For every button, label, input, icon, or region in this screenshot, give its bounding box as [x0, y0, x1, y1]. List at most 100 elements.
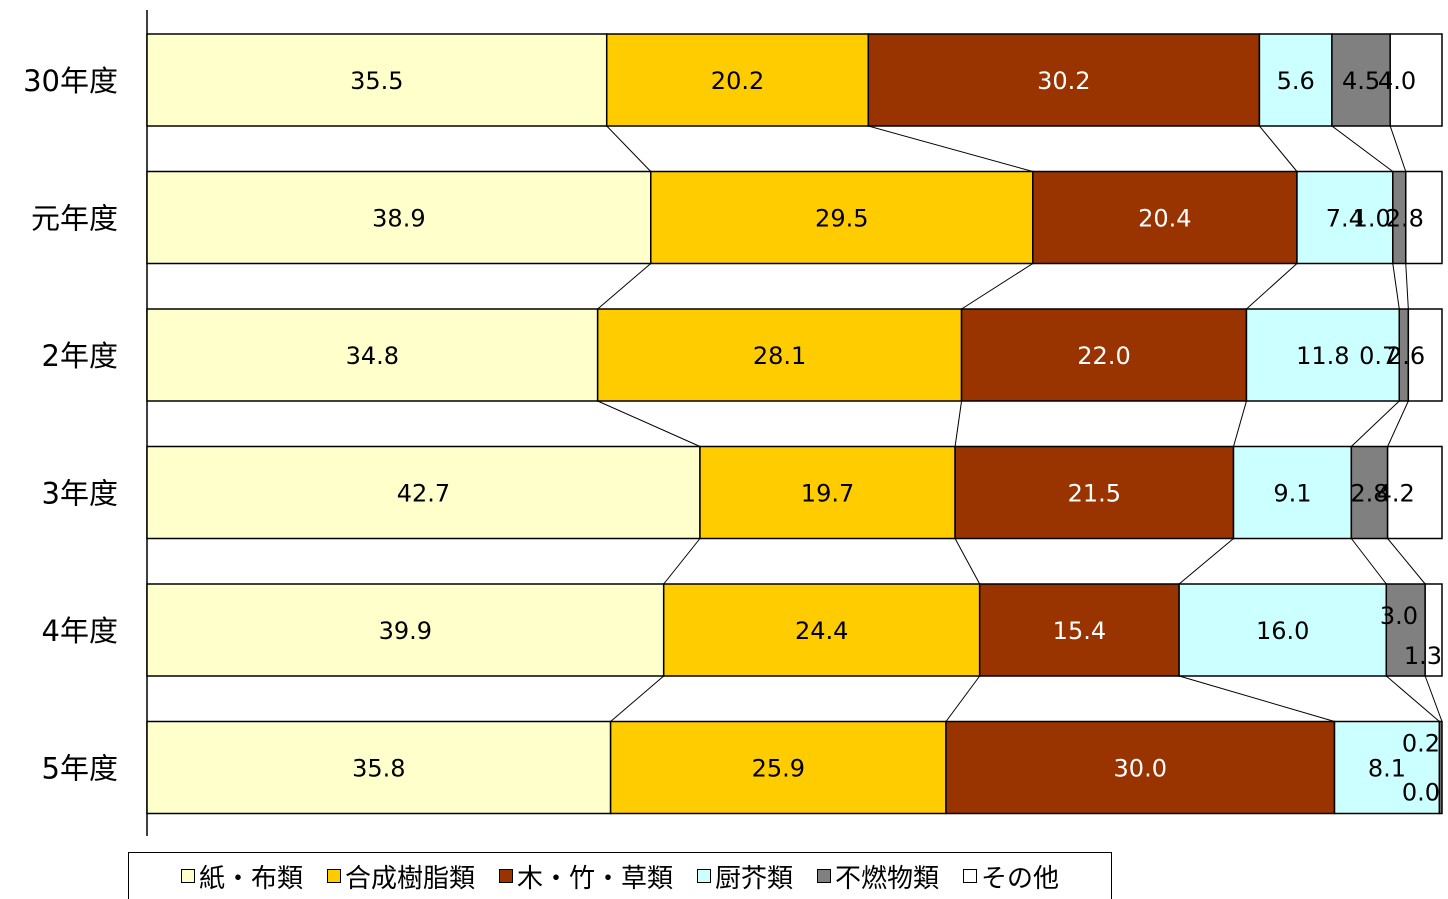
- data-label: 4.2: [1377, 480, 1415, 508]
- bars-group: 35.5 20.2 30.2 5.6 4.54.038.9 29.5 20.4 7.41.02…: [146, 33, 1443, 815]
- bar-segment-wood: [978, 583, 1180, 677]
- bar-segment-wood: [954, 445, 1235, 540]
- data-label: 3.0: [1380, 602, 1418, 630]
- series-line: [961, 263, 1034, 310]
- series-line: [597, 263, 652, 310]
- bar-segment-plastic: [596, 308, 963, 402]
- data-label: 7.4: [1326, 205, 1364, 233]
- series-line: [1350, 538, 1387, 585]
- data-label: 21.5: [1068, 480, 1121, 508]
- bar-segment-kitchen: [1258, 33, 1333, 127]
- series-line: [1424, 675, 1443, 722]
- bar-segment-paper: [146, 33, 608, 127]
- series-line: [1385, 675, 1440, 722]
- bar-segment-wood: [867, 33, 1261, 127]
- legend-item: 合成樹脂類: [326, 858, 475, 895]
- series-line: [1233, 400, 1247, 447]
- data-label: 25.9: [752, 755, 805, 783]
- bar-segment-plastic: [650, 170, 1034, 265]
- series-line: [1246, 263, 1298, 310]
- series-line: [1405, 263, 1409, 310]
- series-line: [663, 538, 701, 585]
- series-lines: [597, 125, 1443, 722]
- series-line: [1387, 538, 1426, 585]
- legend-swatch-plastic: [326, 869, 341, 883]
- bar-segment-wood: [945, 720, 1336, 815]
- bar-segment-kitchen: [1333, 720, 1441, 815]
- bar-segment-paper: [146, 720, 612, 815]
- legend-item: その他: [963, 858, 1059, 895]
- category-label: 元年度: [31, 202, 118, 236]
- series-line: [1178, 675, 1335, 722]
- data-label: 30.0: [1114, 755, 1167, 783]
- series-line: [610, 675, 665, 722]
- series-line: [1387, 400, 1409, 447]
- bar-segment-paper: [146, 583, 665, 677]
- series-line: [954, 400, 963, 447]
- category-label: 5年度: [42, 752, 118, 786]
- bar-segment-paper: [146, 308, 599, 402]
- data-label: 29.5: [815, 205, 868, 233]
- data-label: 11.8: [1296, 342, 1349, 370]
- bar-segment-other: [1389, 33, 1443, 127]
- category-label: 30年度: [23, 64, 118, 98]
- legend-swatch-noncombustible: [817, 869, 832, 883]
- bar-segment-other: [1386, 445, 1443, 540]
- bar-segment-other: [1407, 308, 1443, 402]
- bar-segment-noncombustible: [1438, 720, 1443, 815]
- data-label: 1.3: [1404, 642, 1442, 670]
- legend-swatch-wood: [498, 869, 513, 883]
- legend-label: 厨芥類: [715, 863, 794, 894]
- legend: 紙・布類 合成樹脂類 木・竹・草類 厨芥類 不燃物類 その他: [128, 852, 1112, 899]
- data-label: 2.8: [1350, 480, 1388, 508]
- bar-segment-paper: [146, 445, 701, 540]
- legend-swatch-other: [963, 869, 978, 883]
- bar-segment-plastic: [662, 583, 981, 677]
- series-line: [1389, 125, 1407, 172]
- data-label: 34.8: [346, 342, 399, 370]
- legend-label: 不燃物類: [835, 863, 940, 894]
- series-line: [1331, 125, 1394, 172]
- data-label: 30.2: [1037, 67, 1090, 95]
- bar-segment-noncombustible: [1385, 583, 1426, 677]
- bar-segment-kitchen: [1296, 170, 1394, 265]
- data-label: 2.6: [1387, 342, 1425, 370]
- data-label: 20.2: [711, 67, 764, 95]
- bar-segment-paper: [146, 170, 652, 265]
- series-line: [1259, 125, 1298, 172]
- data-label: 35.8: [352, 755, 405, 783]
- bar-segment-other: [1424, 583, 1443, 677]
- bar-segment-plastic: [699, 445, 956, 540]
- series-line: [606, 125, 652, 172]
- data-label: 2.8: [1386, 205, 1424, 233]
- legend-item: 不燃物類: [817, 858, 939, 895]
- data-label: 0.0: [1402, 779, 1440, 807]
- legend-label: その他: [981, 863, 1060, 894]
- legend-swatch-kitchen: [697, 869, 711, 883]
- legend-label: 木・竹・草類: [516, 863, 673, 894]
- bar-segment-other: [1404, 170, 1443, 265]
- legend-item: 木・竹・草類: [498, 858, 673, 895]
- legend-label: 紙・布類: [198, 863, 303, 894]
- series-line: [1178, 538, 1234, 585]
- legend-label: 合成樹脂類: [344, 863, 475, 894]
- data-label: 42.7: [397, 480, 450, 508]
- data-label: 22.0: [1077, 342, 1130, 370]
- bar-segment-wood: [1032, 170, 1298, 265]
- data-label: 24.4: [795, 617, 848, 645]
- bar-segment-wood: [960, 308, 1248, 402]
- category-label: 2年度: [42, 339, 118, 373]
- category-label: 4年度: [42, 614, 118, 648]
- data-label: 0.7: [1359, 342, 1397, 370]
- bar-segment-kitchen: [1178, 583, 1388, 677]
- data-label: 35.5: [350, 67, 403, 95]
- data-label: 19.7: [801, 480, 854, 508]
- data-label: 38.9: [372, 205, 425, 233]
- bar-segment-plastic: [605, 33, 870, 127]
- data-label: 4.5: [1342, 67, 1380, 95]
- data-label: 8.1: [1368, 755, 1406, 783]
- data-label: 1.0: [1353, 205, 1391, 233]
